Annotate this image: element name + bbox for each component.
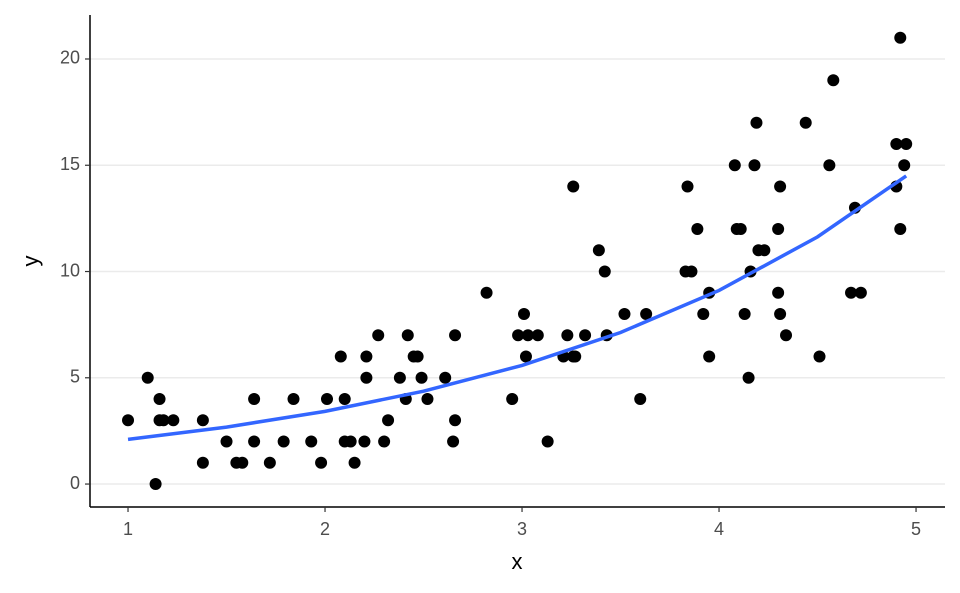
y-tick-label: 5 <box>70 367 80 387</box>
point <box>890 138 903 151</box>
point <box>845 286 858 299</box>
point <box>157 414 170 427</box>
point <box>287 393 300 406</box>
point <box>742 371 755 384</box>
point <box>518 308 531 321</box>
point <box>681 180 694 193</box>
point <box>360 350 373 363</box>
point <box>344 435 357 448</box>
point <box>697 308 710 321</box>
point <box>634 393 647 406</box>
point <box>360 371 373 384</box>
point <box>512 329 525 342</box>
point <box>799 116 812 129</box>
point <box>894 31 907 44</box>
point <box>592 244 605 257</box>
point <box>758 244 771 257</box>
point <box>567 180 580 193</box>
x-tick-label: 3 <box>517 519 527 539</box>
point <box>236 456 249 469</box>
point <box>618 308 631 321</box>
point <box>334 350 347 363</box>
point <box>382 414 395 427</box>
point <box>827 74 840 87</box>
point <box>393 371 406 384</box>
point <box>734 223 747 236</box>
x-tick-label: 5 <box>911 519 921 539</box>
x-tick-label: 4 <box>714 519 724 539</box>
point <box>320 393 333 406</box>
point <box>531 329 544 342</box>
point <box>813 350 826 363</box>
point <box>449 414 462 427</box>
point <box>447 435 460 448</box>
y-tick-label: 0 <box>70 473 80 493</box>
x-axis-title: x <box>512 549 523 574</box>
point <box>263 456 276 469</box>
point <box>372 329 385 342</box>
y-tick-label: 20 <box>60 48 80 68</box>
point <box>338 393 351 406</box>
point <box>772 286 785 299</box>
point <box>685 265 698 278</box>
point <box>823 159 836 172</box>
point <box>772 223 785 236</box>
point <box>774 180 787 193</box>
point <box>315 456 328 469</box>
x-tick-label: 2 <box>320 519 330 539</box>
point <box>153 393 166 406</box>
point <box>738 308 751 321</box>
point <box>348 456 361 469</box>
point <box>541 435 554 448</box>
point <box>519 350 532 363</box>
x-tick-label: 1 <box>123 519 133 539</box>
point <box>411 350 424 363</box>
point <box>248 435 261 448</box>
point <box>854 286 867 299</box>
point <box>305 435 318 448</box>
point <box>748 159 761 172</box>
point <box>196 414 209 427</box>
point <box>569 350 582 363</box>
point <box>149 478 162 491</box>
point <box>579 329 592 342</box>
point <box>439 371 452 384</box>
point <box>401 329 414 342</box>
point <box>728 159 741 172</box>
point <box>196 456 209 469</box>
grid <box>90 58 945 485</box>
point <box>561 329 574 342</box>
point <box>900 138 913 151</box>
point <box>480 286 493 299</box>
point <box>506 393 519 406</box>
point <box>691 223 704 236</box>
point <box>898 159 911 172</box>
point <box>894 223 907 236</box>
point <box>277 435 290 448</box>
point <box>358 435 371 448</box>
y-tick-label: 10 <box>60 260 80 280</box>
point <box>774 308 787 321</box>
point <box>703 350 716 363</box>
point <box>122 414 135 427</box>
point <box>415 371 428 384</box>
point <box>640 308 653 321</box>
point <box>449 329 462 342</box>
point <box>750 116 763 129</box>
point <box>780 329 793 342</box>
marks <box>122 31 913 491</box>
point <box>378 435 391 448</box>
point <box>248 393 261 406</box>
point <box>521 329 534 342</box>
point <box>598 265 611 278</box>
y-axis-title: y <box>18 256 43 267</box>
point <box>220 435 233 448</box>
y-tick-label: 15 <box>60 154 80 174</box>
point <box>141 371 154 384</box>
point <box>167 414 180 427</box>
point <box>421 393 434 406</box>
fit-line <box>127 174 908 442</box>
